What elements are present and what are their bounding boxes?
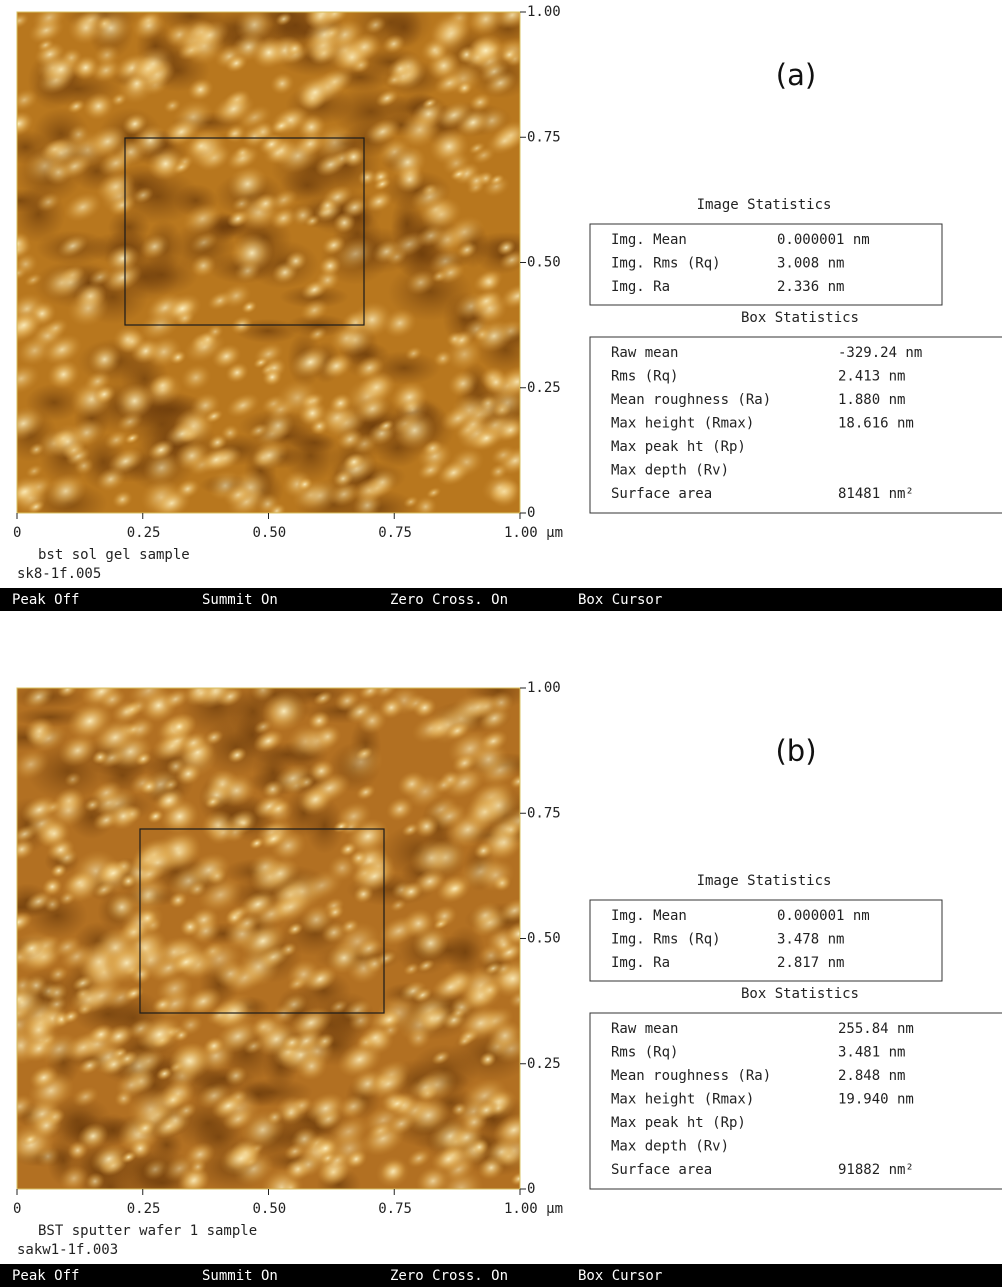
- file-name: sakw1-1f.003: [17, 1242, 118, 1258]
- image-stats-title: Image Statistics: [697, 873, 832, 889]
- bottom-tick-label: 0.75: [378, 1201, 412, 1217]
- right-tick-label: 1.00: [527, 4, 561, 20]
- stat-name: Max height (Rmax): [611, 416, 754, 432]
- image-stats-title: Image Statistics: [697, 197, 832, 213]
- right-tick-label: 0: [527, 1181, 535, 1197]
- stat-value: 2.817 nm: [777, 955, 844, 971]
- right-tick-label: 0: [527, 505, 535, 521]
- box-stats-title: Box Statistics: [741, 986, 859, 1002]
- stat-name: Surface area: [611, 1162, 712, 1178]
- stat-value: 0.000001 nm: [777, 232, 870, 248]
- stat-name: Max depth (Rv): [611, 1139, 729, 1155]
- stat-name: Img. Rms (Rq): [611, 256, 721, 272]
- right-tick-label: 1.00: [527, 680, 561, 696]
- stat-name: Img. Mean: [611, 908, 687, 924]
- stat-name: Max height (Rmax): [611, 1092, 754, 1108]
- stat-value: 2.848 nm: [838, 1068, 905, 1084]
- bottom-tick-label: 0.50: [253, 525, 287, 541]
- stat-name: Max peak ht (Rp): [611, 439, 746, 455]
- stat-name: Img. Ra: [611, 279, 670, 295]
- stat-name: Img. Mean: [611, 232, 687, 248]
- stat-value: 2.413 nm: [838, 369, 905, 385]
- bottom-tick-label: 1.00 µm: [504, 1201, 563, 1217]
- box-stats-title: Box Statistics: [741, 310, 859, 326]
- status-item: Peak Off: [12, 592, 79, 608]
- page: 1.00 0.75 0.50 0.25 0 0 0.25 0.50 0.75 1.00 µm bst…: [0, 0, 1002, 1287]
- stat-name: Mean roughness (Ra): [611, 392, 771, 408]
- panel: 1.00 0.75 0.50 0.25 0 0 0.25 0.50 0.75 1.00 µm BST…: [0, 669, 1002, 1287]
- stat-name: Mean roughness (Ra): [611, 1068, 771, 1084]
- stat-name: Img. Rms (Rq): [611, 932, 721, 948]
- stat-value: -329.24 nm: [838, 345, 922, 361]
- stat-value: 0.000001 nm: [777, 908, 870, 924]
- bottom-tick-label: 1.00 µm: [504, 525, 563, 541]
- stat-value: 3.008 nm: [777, 256, 844, 272]
- status-item: Box Cursor: [578, 592, 662, 608]
- status-item: Zero Cross. On: [390, 1268, 508, 1284]
- stat-name: Raw mean: [611, 345, 678, 361]
- stat-name: Rms (Rq): [611, 1045, 678, 1061]
- status-item: Summit On: [202, 1268, 278, 1284]
- bottom-tick-label: 0.25: [127, 1201, 161, 1217]
- stat-name: Raw mean: [611, 1021, 678, 1037]
- panel-label: (b): [775, 734, 816, 768]
- bottom-tick-label: 0.50: [253, 1201, 287, 1217]
- stat-name: Max depth (Rv): [611, 463, 729, 479]
- right-tick-label: 0.25: [527, 380, 561, 396]
- afm-image: [0, 669, 550, 1216]
- stat-value: 91882 nm²: [838, 1162, 914, 1178]
- stat-value: 1.880 nm: [838, 392, 905, 408]
- bottom-tick-label: 0.75: [378, 525, 412, 541]
- right-tick-label: 0.50: [527, 255, 561, 271]
- status-item: Zero Cross. On: [390, 592, 508, 608]
- stat-value: 3.481 nm: [838, 1045, 905, 1061]
- stat-name: Rms (Rq): [611, 369, 678, 385]
- right-tick-label: 0.75: [527, 129, 561, 145]
- file-name: sk8-1f.005: [17, 566, 101, 582]
- stat-value: 2.336 nm: [777, 279, 844, 295]
- sample-name: BST sputter wafer 1 sample: [38, 1223, 257, 1239]
- right-tick-label: 0.50: [527, 931, 561, 947]
- stat-name: Max peak ht (Rp): [611, 1115, 746, 1131]
- bottom-tick-label: 0: [13, 525, 21, 541]
- stat-value: 19.940 nm: [838, 1092, 914, 1108]
- status-item: Summit On: [202, 592, 278, 608]
- bottom-tick-label: 0.25: [127, 525, 161, 541]
- stat-value: 18.616 nm: [838, 416, 914, 432]
- bottom-tick-label: 0: [13, 1201, 21, 1217]
- right-tick-label: 0.75: [527, 805, 561, 821]
- stat-value: 81481 nm²: [838, 486, 914, 502]
- panel-label: (a): [776, 58, 816, 92]
- afm-image: [0, 0, 546, 529]
- status-item: Box Cursor: [578, 1268, 662, 1284]
- status-item: Peak Off: [12, 1268, 79, 1284]
- panel: 1.00 0.75 0.50 0.25 0 0 0.25 0.50 0.75 1.00 µm bst…: [0, 0, 1002, 611]
- stat-value: 255.84 nm: [838, 1021, 914, 1037]
- stat-name: Img. Ra: [611, 955, 670, 971]
- stat-value: 3.478 nm: [777, 932, 844, 948]
- right-tick-label: 0.25: [527, 1056, 561, 1072]
- stat-name: Surface area: [611, 486, 712, 502]
- sample-name: bst sol gel sample: [38, 547, 190, 563]
